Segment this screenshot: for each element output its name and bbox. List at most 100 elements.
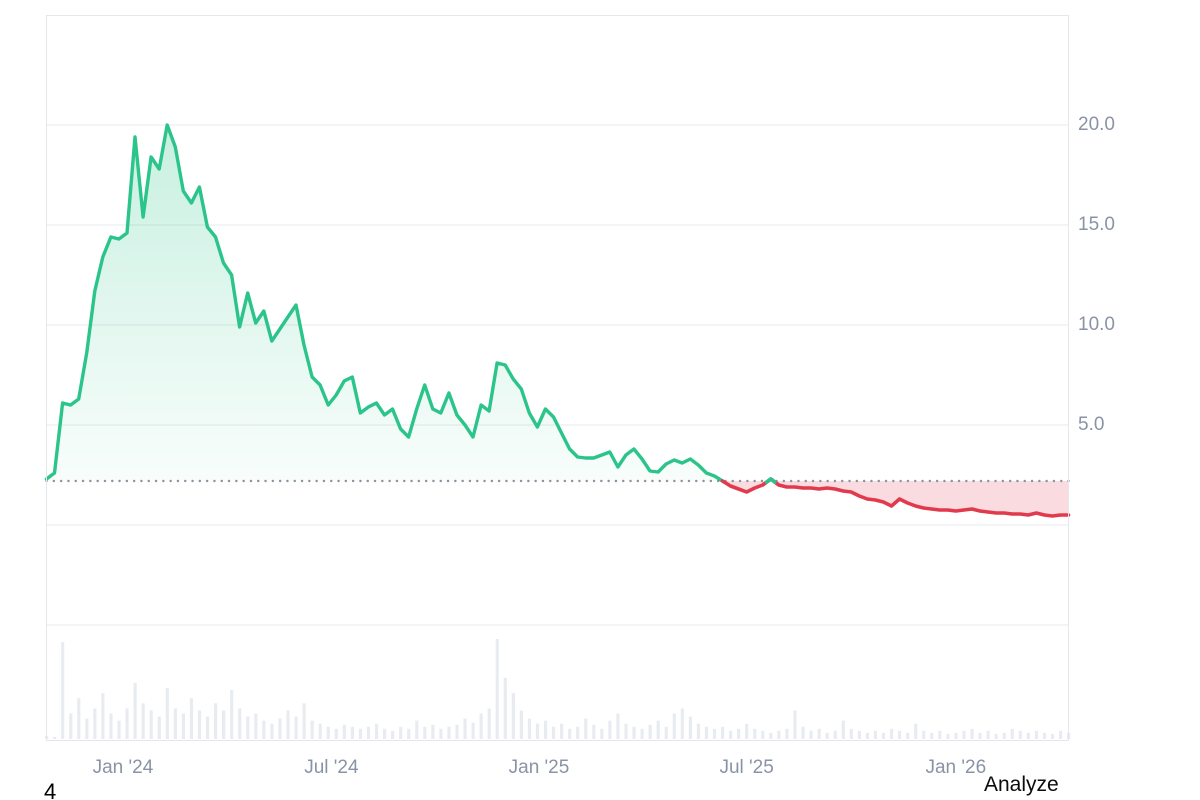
volume-bar bbox=[584, 718, 588, 739]
volume-bar bbox=[1058, 730, 1063, 739]
volume-bar bbox=[1050, 733, 1055, 739]
historical-price-line bbox=[44, 123, 725, 483]
volume-bar bbox=[712, 728, 717, 739]
volume-bar bbox=[898, 730, 902, 739]
volume-bar bbox=[865, 732, 870, 739]
x-axis-label: Jan '24 bbox=[92, 757, 154, 778]
volume-bar bbox=[479, 713, 483, 739]
volume-bar bbox=[922, 730, 926, 739]
volume-bar bbox=[503, 677, 507, 739]
volume-bar bbox=[382, 728, 387, 739]
volume-bar bbox=[785, 728, 789, 739]
volume-bar bbox=[729, 730, 733, 739]
volume-bar bbox=[173, 708, 177, 739]
volume-bar bbox=[222, 710, 226, 739]
volume-bar bbox=[391, 730, 395, 739]
volume-bar bbox=[487, 708, 491, 739]
volume-bar bbox=[205, 716, 210, 739]
volume-bar bbox=[849, 728, 853, 739]
volume-bar bbox=[471, 722, 475, 739]
volume-bar bbox=[857, 730, 861, 739]
volume-bar bbox=[358, 728, 363, 739]
corner-text: 4 bbox=[44, 779, 57, 800]
volume-bar bbox=[1034, 730, 1039, 739]
volume-bar bbox=[69, 713, 73, 739]
volume-bar bbox=[978, 732, 982, 739]
volume-bar bbox=[101, 693, 105, 739]
volume-bar bbox=[551, 726, 556, 739]
volume-bar bbox=[374, 723, 379, 739]
predicted-price-line bbox=[720, 477, 1071, 518]
volume-bar bbox=[914, 723, 918, 739]
volume-bar bbox=[463, 718, 467, 739]
volume-bar bbox=[535, 723, 540, 739]
volume-bar bbox=[560, 723, 564, 739]
volume-bar bbox=[1042, 732, 1047, 739]
volume-bar bbox=[946, 733, 950, 739]
volume-bar bbox=[270, 723, 274, 739]
volume-bar bbox=[407, 728, 411, 739]
volume-bar bbox=[543, 720, 548, 739]
volume-bar bbox=[817, 728, 821, 739]
volume-bar bbox=[954, 732, 958, 739]
volume-bar bbox=[93, 708, 97, 739]
volume-bar bbox=[994, 733, 998, 739]
volume-bar bbox=[511, 693, 515, 739]
volume-bar bbox=[133, 682, 137, 739]
volume-bar bbox=[77, 698, 81, 739]
volume-bar bbox=[447, 726, 451, 739]
volume-bar bbox=[881, 732, 886, 739]
analyze-button[interactable]: Analyze bbox=[984, 773, 1059, 796]
volume-bar bbox=[165, 688, 169, 739]
volume-bar bbox=[141, 703, 145, 739]
volume-bar bbox=[495, 639, 499, 739]
volume-bar bbox=[688, 716, 692, 739]
volume-bar bbox=[568, 728, 572, 739]
volume-bar bbox=[664, 726, 668, 739]
x-axis-label: Jan '26 bbox=[925, 757, 987, 778]
volume-bar bbox=[61, 642, 65, 739]
volume-bar bbox=[286, 710, 290, 739]
volume-bar bbox=[938, 730, 942, 739]
volume-bar bbox=[640, 728, 644, 739]
volume-bar bbox=[841, 720, 845, 739]
volume-bar bbox=[310, 720, 314, 739]
volume-bar bbox=[189, 698, 194, 739]
volume-bar bbox=[986, 730, 990, 739]
volume-bar bbox=[761, 730, 765, 739]
volume-bar bbox=[262, 720, 266, 739]
volume-bar bbox=[1018, 730, 1022, 739]
x-axis-label: Jan '25 bbox=[508, 757, 570, 778]
predicted-area-fill bbox=[722, 479, 1069, 516]
volume-bar bbox=[616, 713, 620, 739]
volume-bar bbox=[1010, 728, 1014, 739]
volume-bar bbox=[181, 713, 186, 739]
volume-bar bbox=[930, 732, 934, 739]
volume-bar bbox=[1002, 732, 1006, 739]
y-axis-label: 20.0 bbox=[1078, 114, 1115, 135]
volume-bar bbox=[53, 736, 57, 739]
volume-bar bbox=[213, 703, 218, 739]
volume-bar bbox=[423, 726, 427, 739]
volume-bar bbox=[833, 730, 837, 739]
volume-bar bbox=[656, 720, 660, 739]
volume-bar bbox=[737, 728, 741, 739]
volume-bar bbox=[608, 720, 612, 739]
volume-bar bbox=[238, 708, 242, 739]
volume-bar bbox=[648, 724, 652, 739]
volume-bar bbox=[399, 726, 403, 739]
prediction-green-tip bbox=[764, 477, 777, 484]
volume-bar bbox=[769, 732, 773, 739]
volume-bar bbox=[125, 708, 129, 739]
volume-bar bbox=[970, 728, 974, 739]
volume-bar bbox=[889, 728, 894, 739]
volume-bar bbox=[439, 728, 443, 739]
volume-bar bbox=[906, 732, 910, 739]
volume-bar bbox=[720, 726, 725, 739]
volume-bar bbox=[624, 723, 628, 739]
volume-bar bbox=[519, 710, 523, 739]
volume-bar bbox=[350, 726, 354, 739]
volume-bar bbox=[801, 726, 805, 739]
